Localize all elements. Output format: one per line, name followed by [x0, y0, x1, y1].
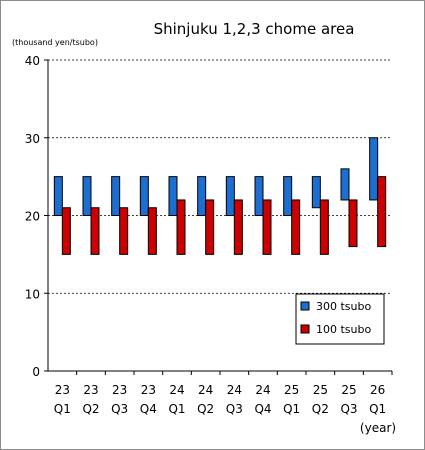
range-bar: [283, 176, 293, 216]
x-tick-label-year: 24: [169, 383, 184, 397]
legend-box: [295, 293, 385, 345]
x-tick-label-quarter: Q2: [312, 402, 329, 416]
legend-swatch: [300, 324, 310, 334]
y-tick-label: 20: [25, 210, 40, 224]
x-tick-label-quarter: Q1: [54, 402, 71, 416]
x-tick-label-quarter: Q3: [226, 402, 243, 416]
x-tick-label-year: 25: [313, 383, 328, 397]
range-bar: [197, 176, 207, 216]
range-bar: [254, 176, 264, 216]
x-tick-label-quarter: Q2: [82, 402, 99, 416]
x-tick-label-quarter: Q1: [369, 402, 386, 416]
x-axis-unit-label: (year): [360, 421, 396, 435]
range-bar: [168, 176, 178, 216]
range-bar: [205, 199, 215, 255]
x-tick-label-year: 24: [255, 383, 270, 397]
x-tick-label-quarter: Q2: [197, 402, 214, 416]
x-tick-label-year: 23: [141, 383, 156, 397]
range-bar: [262, 199, 272, 255]
x-tick-label-year: 23: [55, 383, 70, 397]
range-bar: [225, 176, 235, 216]
x-tick-label-quarter: Q3: [111, 402, 128, 416]
legend-swatch: [300, 301, 310, 311]
x-tick-label-year: 23: [83, 383, 98, 397]
legend-label: 100 tsubo: [316, 323, 371, 336]
range-bar: [291, 199, 301, 255]
series-red: [61, 176, 387, 255]
range-bar: [233, 199, 243, 255]
range-bar: [319, 199, 329, 255]
legend-label: 300 tsubo: [316, 300, 371, 313]
bar-series: [53, 137, 387, 255]
x-tick-label-year: 23: [112, 383, 127, 397]
series-blue: [53, 137, 379, 216]
legend: 300 tsubo 100 tsubo: [295, 293, 385, 345]
range-bar: [340, 168, 350, 201]
x-tick-label-year: 25: [341, 383, 356, 397]
x-tick-label-quarter: Q1: [283, 402, 300, 416]
tick-labels: 0 10 20 30 40 23 Q1 23 Q2 23 Q3 23 Q4 24 Q1 24 Q2 24 Q3 24 Q…: [25, 54, 386, 416]
x-tick-label-quarter: Q4: [254, 402, 271, 416]
y-tick-label: 40: [25, 54, 40, 68]
range-bar: [119, 207, 129, 255]
range-bar: [53, 176, 63, 216]
y-tick-label: 30: [25, 132, 40, 146]
range-bar: [139, 176, 149, 216]
range-bar: [82, 176, 92, 216]
gridlines: [48, 59, 392, 294]
y-axis-unit-label: (thousand yen/tsubo): [12, 38, 98, 47]
range-bar: [61, 207, 71, 255]
range-bar: [90, 207, 100, 255]
y-tick-label: 10: [25, 287, 40, 301]
x-tick-label-quarter: Q4: [140, 402, 157, 416]
range-bar: [377, 176, 387, 248]
range-bar: [311, 176, 321, 209]
range-bar: [176, 199, 186, 255]
x-tick-label-quarter: Q1: [168, 402, 185, 416]
range-bar: [111, 176, 121, 216]
range-bar: [348, 199, 358, 248]
range-bar: [147, 207, 157, 255]
chart-title: Shinjuku 1,2,3 chome area: [154, 20, 355, 38]
range-bar: [369, 137, 379, 201]
x-tick-label-year: 25: [284, 383, 299, 397]
axes: [44, 59, 393, 375]
y-tick-label: 0: [32, 365, 40, 379]
x-tick-label-year: 24: [227, 383, 242, 397]
x-tick-label-year: 26: [370, 383, 385, 397]
x-tick-label-quarter: Q3: [340, 402, 357, 416]
x-tick-label-year: 24: [198, 383, 213, 397]
